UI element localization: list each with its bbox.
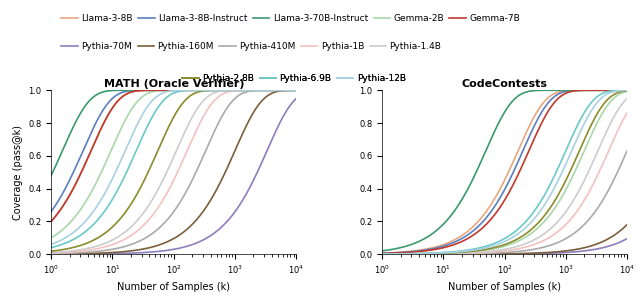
X-axis label: Number of Samples (k): Number of Samples (k) <box>448 282 561 292</box>
Title: CodeContests: CodeContests <box>461 80 548 89</box>
Legend: Pythia-2.8B, Pythia-6.9B, Pythia-12B: Pythia-2.8B, Pythia-6.9B, Pythia-12B <box>182 74 406 83</box>
X-axis label: Number of Samples (k): Number of Samples (k) <box>117 282 230 292</box>
Title: MATH (Oracle Verifier): MATH (Oracle Verifier) <box>104 80 244 89</box>
Y-axis label: Coverage (pass@k): Coverage (pass@k) <box>13 125 22 220</box>
